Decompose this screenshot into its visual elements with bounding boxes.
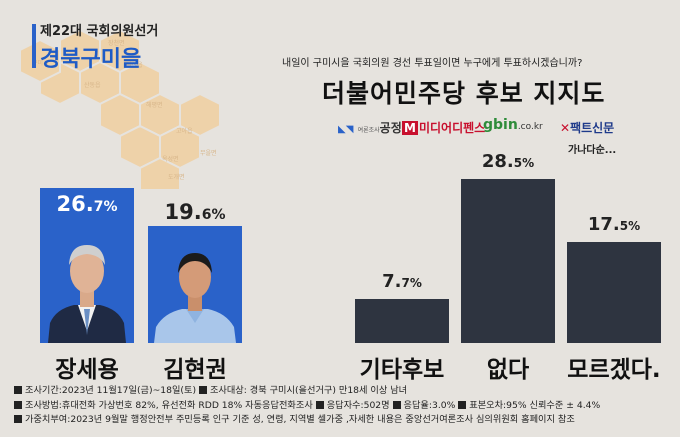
candidate-panel-1	[40, 188, 134, 343]
bullet-square-icon	[198, 386, 207, 394]
chart-title: 더불어민주당 후보 지지도	[322, 79, 606, 108]
bullet-square-icon	[392, 400, 401, 409]
map-label: 옥성면	[162, 156, 179, 163]
person-silhouette-icon	[48, 245, 126, 343]
category-label-2: 김현권	[163, 357, 227, 383]
candidate-portrait-1	[40, 231, 134, 343]
bullet-square-icon	[14, 415, 22, 423]
logo-gongjeong-small: 여론조사	[357, 127, 380, 134]
header: 제22대 국회의원선거 경북구미을	[32, 20, 159, 73]
survey-methodology: 조사기간:2023년 11월17일(금)~18일(토) 조사대상: 경북 구미시…	[14, 384, 674, 428]
map-label: 장천면	[108, 40, 125, 47]
bar-1	[355, 298, 449, 343]
logo-fact-text: 팩트신문	[570, 121, 615, 135]
bullet-square-icon	[14, 386, 22, 394]
person-silhouette-icon	[154, 253, 236, 343]
logo-fact: ✕팩트신문	[560, 119, 614, 136]
footer-line-1: 조사기간:2023년 11월17일(금)~18일(토) 조사대상: 경북 구미시…	[14, 384, 674, 399]
election-name: 제22대 국회의원선거	[40, 24, 159, 39]
bullet-square-icon	[458, 400, 467, 409]
bar-3	[567, 242, 661, 343]
bullet-square-icon	[315, 400, 324, 409]
footer-survey-target: 조사대상: 경북 구미시(을선거구) 만18세 이상 남녀	[209, 385, 408, 396]
category-label-5: 모르겠다.	[567, 357, 661, 383]
data-label-2: 19.6%	[164, 200, 226, 224]
region-map: 구미시 산동읍 해평면 선산읍 고아읍 무을면 옥성면 도개면 장천면	[0, 0, 260, 191]
footer-survey-method: 조사방법:휴대전화 가상번호 82%, 유선전화 RDD 18% 자동응답전화조…	[25, 399, 313, 411]
logo-gbin: gbin.co.kr	[483, 117, 543, 133]
region-map-shape	[19, 28, 221, 191]
footer-response-rate: 응답율:3.0%	[403, 399, 456, 411]
category-label-3: 기타후보	[359, 357, 445, 383]
data-label-1: 26.7%	[56, 192, 118, 216]
map-label: 무을면	[200, 150, 217, 157]
survey-question: 내일이 구미시을 국회의원 경선 투표일이면 누구에게 투표하시겠습니까?	[282, 58, 583, 69]
data-label-5: 17.5%	[587, 214, 641, 236]
map-label: 고아읍	[176, 128, 193, 135]
logo-order-note: 가나다순...	[568, 145, 617, 156]
bar-2	[461, 179, 555, 343]
footer-line-3: 가중치부여:2023년 9월말 행정안전부 주민등록 인구 기준 성, 연령, …	[14, 413, 674, 428]
logo-midiad-mark: M	[402, 121, 418, 135]
map-label: 도개면	[168, 174, 185, 181]
logo-gbin-domain: .co.kr	[517, 122, 543, 132]
gongjeong-emblem-icon: ◣◥	[338, 124, 354, 135]
region-name: 경북구미을	[40, 47, 142, 72]
category-label-4: 없다	[486, 357, 530, 383]
fact-emblem-icon: ✕	[560, 121, 571, 135]
footer-margin-of-error: 표본오차:95% 신뢰수준 ± 4.4%	[469, 399, 601, 411]
data-label-3: 7.7%	[382, 270, 422, 292]
logo-gongjeong: ◣◥ 여론조사공정	[338, 119, 402, 136]
map-label: 산동읍	[84, 82, 101, 89]
data-label-4: 28.5%	[481, 151, 535, 172]
category-label-1: 장세용	[55, 357, 119, 383]
map-label: 선산읍	[126, 62, 143, 69]
logo-midiad: M 미디어디펜스	[402, 119, 485, 136]
map-label: 해평면	[146, 102, 163, 109]
header-accent-bar	[32, 24, 36, 68]
logo-midiad-text: 미디어디펜스	[418, 121, 486, 135]
bullet-square-icon	[14, 400, 22, 409]
candidate-panel-2	[148, 226, 242, 343]
map-label: 구미시	[32, 60, 49, 67]
candidate-portrait-2	[148, 243, 242, 343]
logo-gbin-text: gbin	[483, 117, 518, 133]
logo-gongjeong-text: 공정	[379, 121, 402, 135]
footer-survey-period: 조사기간:2023년 11월17일(금)~18일(토)	[25, 385, 197, 396]
footer-weighting: 가중치부여:2023년 9월말 행정안전부 주민등록 인구 기준 성, 연령, …	[25, 414, 575, 425]
footer-respondents: 응답자수:502명	[326, 399, 390, 411]
footer-line-2: 조사방법:휴대전화 가상번호 82%, 유선전화 RDD 18% 자동응답전화조…	[14, 399, 674, 414]
pollster-logos: ◣◥ 여론조사공정 M 미디어디펜스 gbin.co.kr ✕팩트신문 가나다순.…	[338, 115, 638, 159]
